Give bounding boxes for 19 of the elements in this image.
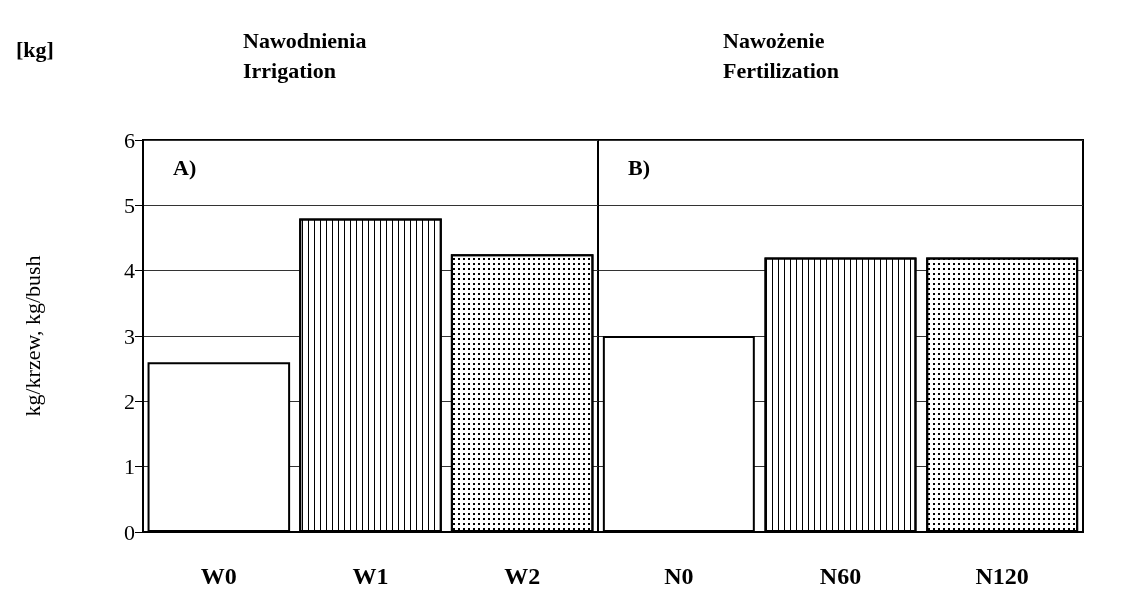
y-tick-label: 2 [124, 388, 135, 414]
chart-title: Nawodnienia Irrigation [243, 27, 367, 83]
y-tick-label: 6 [124, 127, 135, 153]
x-tick-label: W0 [200, 563, 237, 589]
y-tick-label: 0 [124, 519, 135, 545]
x-tick-label: N0 [664, 563, 694, 589]
x-tick-label: W2 [504, 563, 541, 589]
y-axis-title: kg/krzew, kg/bush [19, 255, 45, 417]
text: [kg] [16, 36, 54, 62]
y-tick-label: 1 [124, 454, 135, 480]
chart-title: Nawożenie Fertilization [723, 27, 840, 83]
x-tick-label: W1 [352, 563, 389, 589]
annotation: A) [173, 154, 197, 180]
x-tick-label: N120 [975, 563, 1029, 589]
x-tick-label: N60 [819, 563, 862, 589]
y-tick-label: 3 [124, 323, 135, 349]
y-tick-label: 4 [124, 258, 135, 284]
annotation: B) [628, 154, 650, 180]
y-tick-label: 5 [124, 192, 135, 218]
